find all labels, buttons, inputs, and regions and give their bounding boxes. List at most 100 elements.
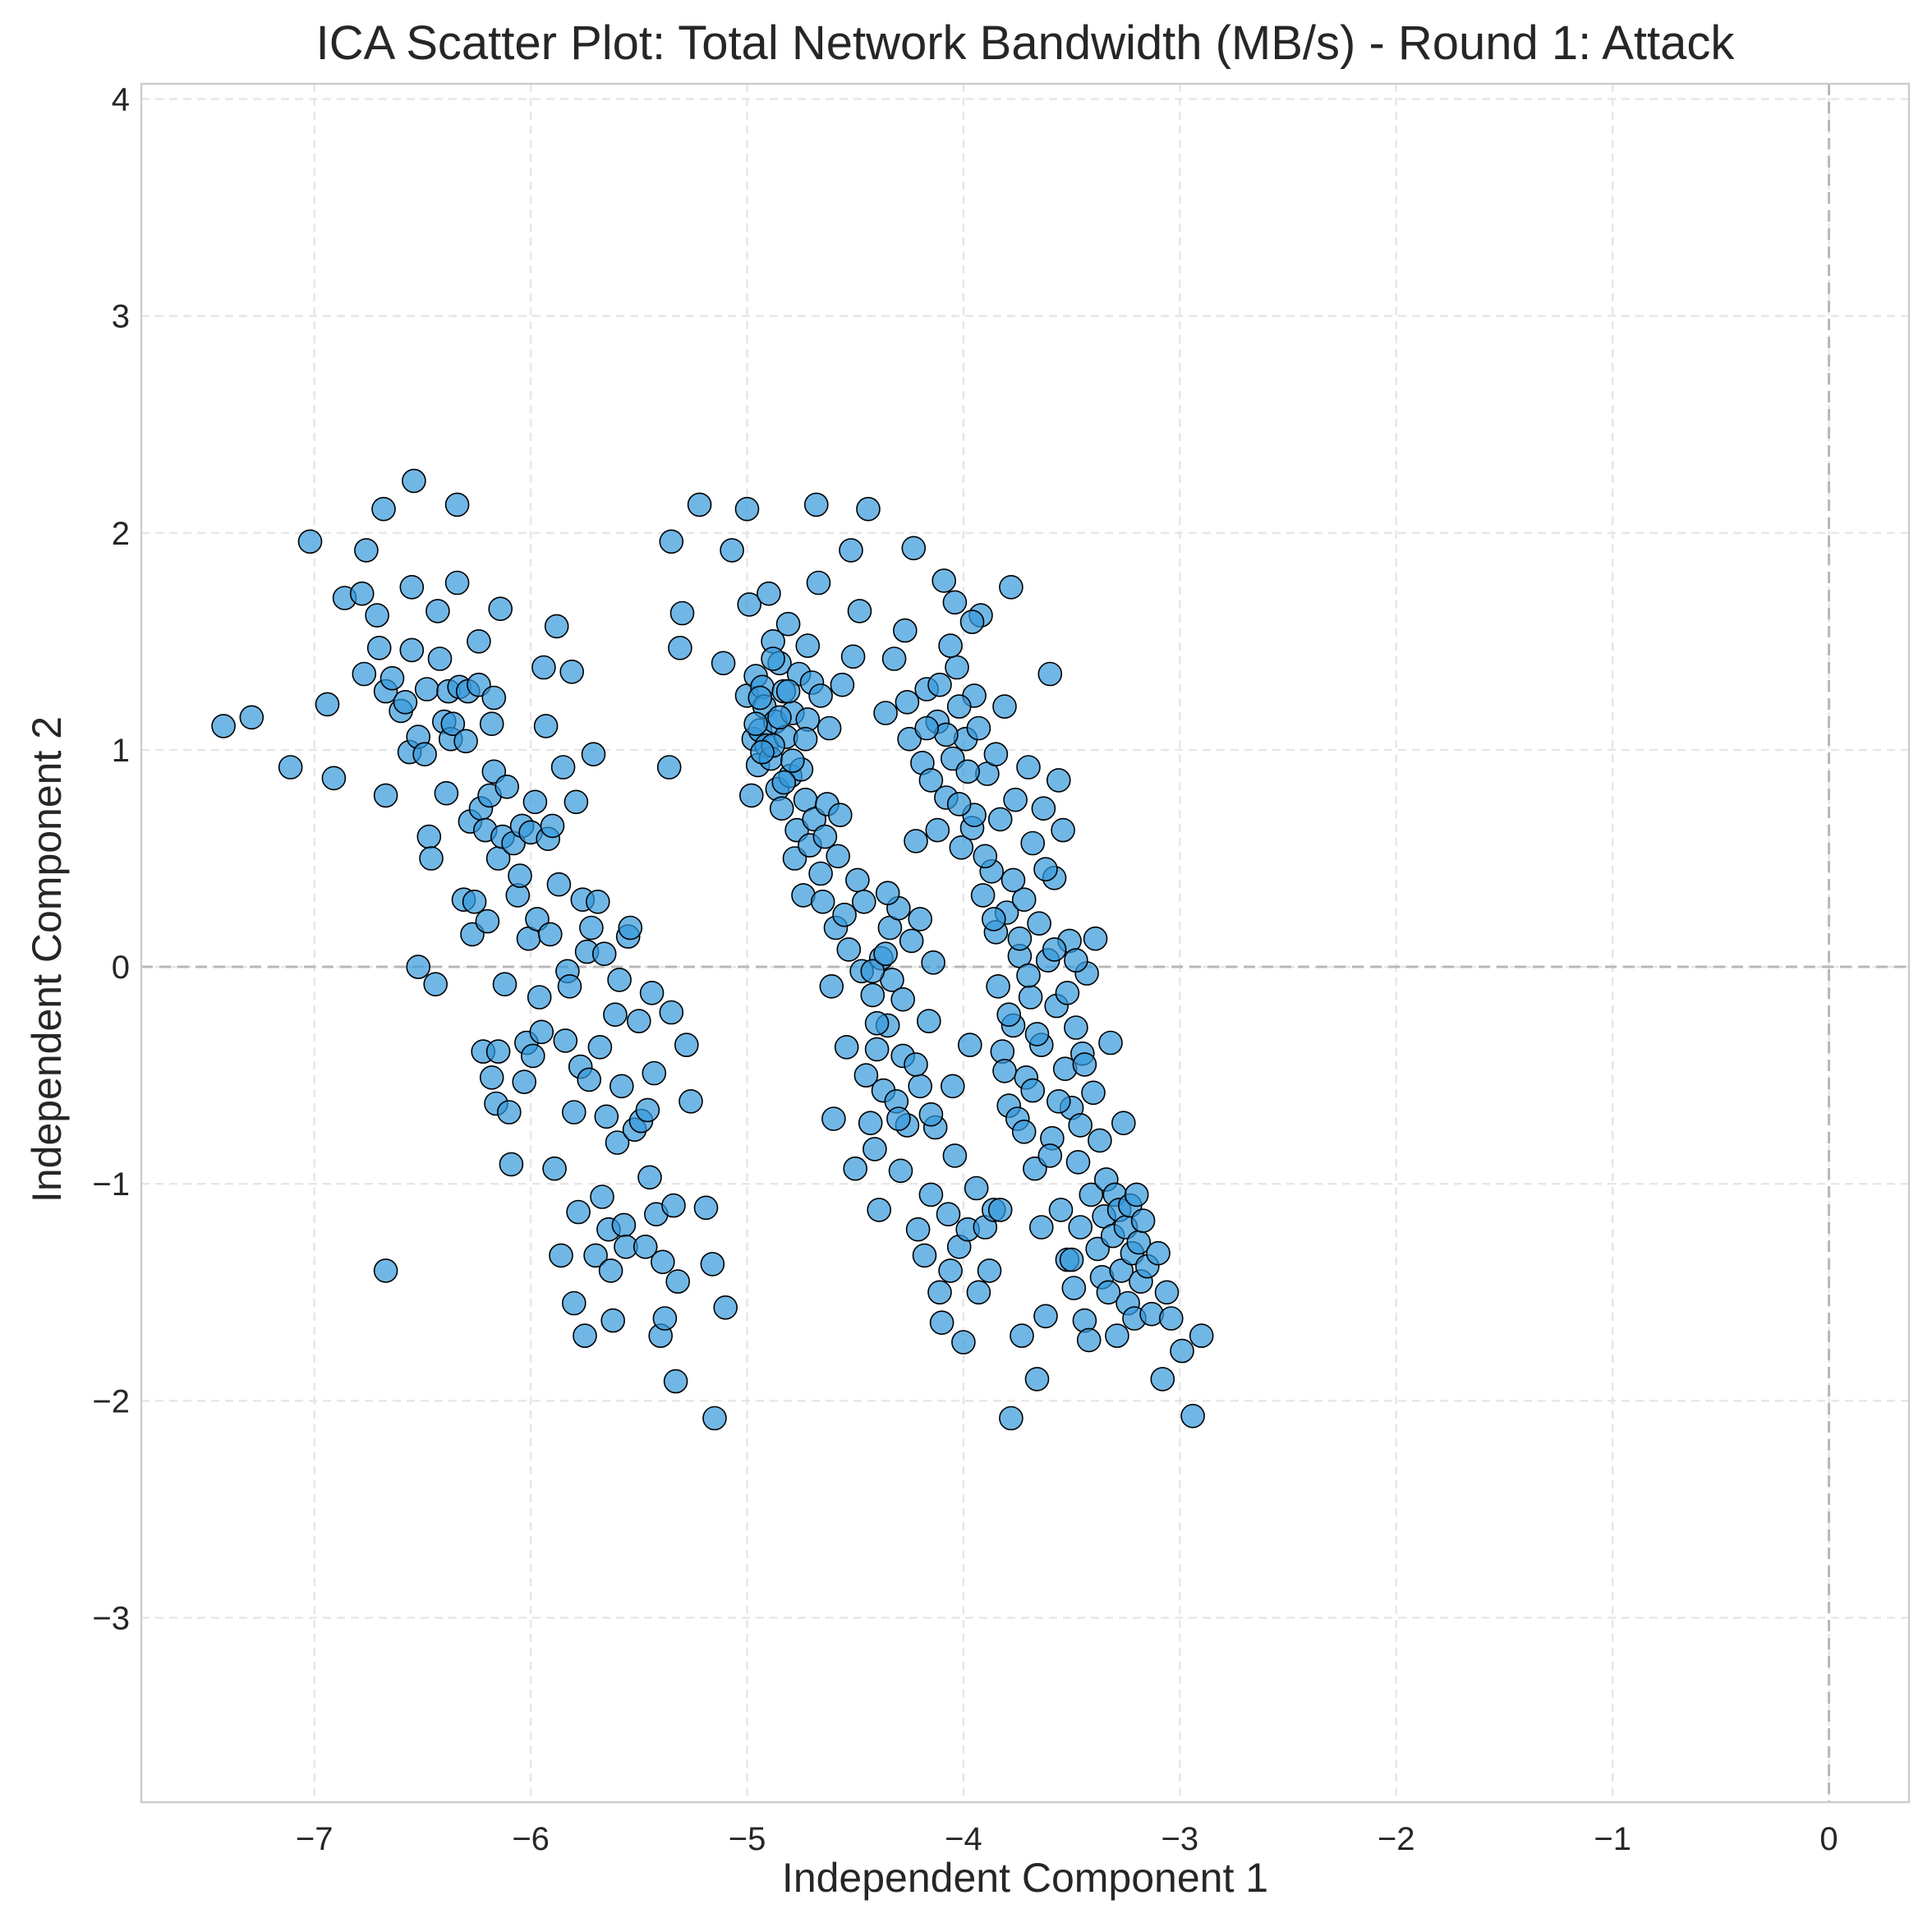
data-point-112 — [600, 1308, 626, 1333]
data-point-25 — [412, 742, 437, 767]
data-point-79 — [531, 655, 556, 680]
data-point-273 — [999, 574, 1024, 600]
data-point-10 — [365, 603, 389, 628]
data-point-379 — [955, 759, 980, 784]
data-point-75 — [522, 789, 548, 815]
data-point-303 — [1064, 1015, 1088, 1040]
data-point-343 — [1189, 1323, 1214, 1348]
data-point-344 — [999, 1405, 1024, 1431]
data-point-378 — [918, 768, 944, 793]
x-tick-label-4: −3 — [1162, 1821, 1199, 1857]
plot-frame — [140, 82, 1911, 1804]
data-point-126 — [637, 1165, 662, 1190]
data-point-210 — [862, 1137, 887, 1162]
data-point-107 — [590, 1184, 614, 1209]
data-point-209 — [860, 982, 886, 1008]
data-point-248 — [945, 655, 969, 680]
data-point-319 — [1098, 1030, 1123, 1056]
data-point-41 — [453, 729, 478, 754]
data-point-362 — [1046, 1089, 1071, 1114]
data-point-96 — [566, 1199, 591, 1225]
data-point-84 — [542, 1156, 567, 1181]
data-point-359 — [1033, 857, 1058, 881]
data-point-363 — [1068, 1113, 1092, 1138]
data-point-368 — [992, 1059, 1017, 1083]
data-point-60 — [488, 596, 513, 622]
data-point-87 — [549, 1243, 573, 1268]
data-point-185 — [808, 861, 833, 886]
data-point-354 — [860, 959, 886, 984]
data-point-206 — [853, 1063, 879, 1088]
data-point-356 — [873, 941, 898, 966]
data-point-64 — [496, 1100, 522, 1125]
data-point-342 — [1180, 1404, 1205, 1428]
data-point-386 — [959, 610, 985, 634]
data-point-388 — [983, 742, 1009, 767]
data-point-145 — [702, 1405, 727, 1431]
data-point-311 — [1081, 1080, 1106, 1106]
data-point-302 — [1061, 1276, 1087, 1300]
data-point-63 — [494, 774, 520, 799]
data-point-53 — [479, 1065, 504, 1090]
data-point-202 — [845, 867, 870, 893]
chart-title: ICA Scatter Plot: Total Network Bandwidt… — [316, 16, 1736, 70]
data-point-135 — [661, 1193, 686, 1218]
data-point-109 — [594, 1104, 619, 1129]
data-point-197 — [834, 1035, 859, 1060]
data-point-142 — [687, 492, 712, 518]
data-point-199 — [839, 538, 863, 563]
x-axis-label: Independent Component 1 — [782, 1855, 1268, 1901]
data-point-184 — [806, 570, 831, 596]
data-point-7 — [349, 581, 375, 606]
data-point-366 — [1055, 981, 1080, 1005]
data-point-355 — [890, 987, 915, 1012]
data-point-195 — [830, 672, 855, 697]
data-point-26 — [414, 677, 439, 702]
data-point-51 — [475, 908, 500, 934]
data-point-38 — [444, 492, 470, 518]
data-point-65 — [499, 1152, 524, 1177]
data-point-93 — [561, 1100, 586, 1125]
data-point-309 — [1076, 1327, 1102, 1353]
data-point-170 — [775, 611, 801, 637]
x-tick-labels: −7 −6 −5 −4 −3 −2 −1 0 — [296, 1821, 1838, 1857]
data-point-15 — [373, 1258, 398, 1283]
data-point-148 — [659, 529, 684, 554]
data-point-384 — [895, 689, 920, 715]
data-point-205 — [852, 890, 876, 914]
data-point-115 — [607, 968, 632, 992]
data-point-198 — [836, 937, 862, 962]
data-point-70 — [512, 1070, 537, 1094]
data-point-286 — [1027, 911, 1051, 936]
data-point-385 — [938, 633, 963, 658]
data-point-337 — [1146, 1240, 1171, 1266]
data-point-108 — [591, 941, 617, 966]
data-point-141 — [678, 1089, 703, 1114]
data-point-268 — [987, 807, 1013, 832]
data-point-153 — [738, 783, 764, 808]
y-axis-label: Independent Component 2 — [24, 716, 70, 1203]
data-point-2 — [278, 755, 303, 780]
data-point-9 — [354, 538, 379, 563]
data-point-78 — [529, 1019, 554, 1045]
data-points — [211, 468, 1214, 1431]
data-point-348 — [918, 1102, 944, 1127]
x-tick-label-2: −5 — [729, 1821, 766, 1857]
data-point-263 — [977, 1258, 1002, 1283]
data-point-257 — [964, 1175, 989, 1201]
data-point-229 — [904, 829, 928, 853]
data-point-357 — [973, 844, 998, 869]
data-point-224 — [893, 618, 918, 643]
data-point-394 — [775, 678, 801, 704]
data-point-140 — [674, 1033, 699, 1057]
data-point-258 — [966, 1280, 991, 1305]
data-point-124 — [632, 1235, 658, 1259]
data-point-106 — [587, 1035, 613, 1060]
data-point-347 — [886, 1106, 911, 1131]
data-point-89 — [553, 1028, 578, 1053]
y-tick-label-6: 3 — [112, 299, 130, 335]
data-point-88 — [550, 755, 576, 780]
data-point-295 — [1046, 768, 1071, 793]
data-point-150 — [734, 496, 760, 522]
data-point-282 — [1018, 985, 1043, 1010]
